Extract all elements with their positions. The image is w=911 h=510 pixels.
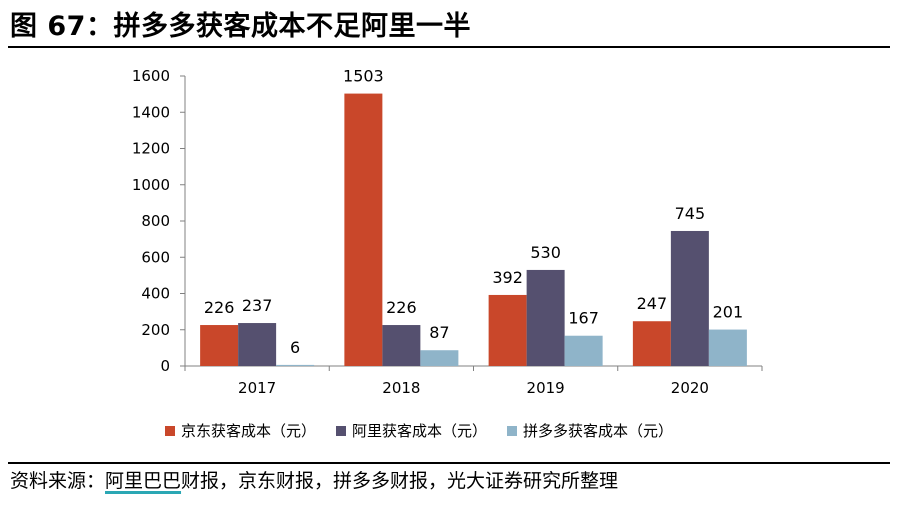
- x-tick-label: 2018: [382, 379, 420, 397]
- data-label: 167: [568, 309, 599, 328]
- y-tick-label: 800: [141, 212, 170, 230]
- y-tick-label: 1600: [132, 67, 170, 85]
- bar: [200, 325, 239, 366]
- data-label: 226: [204, 298, 235, 317]
- bar: [670, 230, 709, 366]
- legend-label-jd: 京东获客成本（元）: [181, 422, 317, 440]
- bar: [382, 325, 421, 366]
- source-rest: 财报，京东财报，拼多多财报，光大证券研究所整理: [181, 470, 619, 492]
- y-tick-label: 1200: [132, 140, 170, 158]
- y-tick-label: 1000: [132, 176, 170, 194]
- data-label: 201: [713, 303, 744, 322]
- bar: [238, 323, 277, 366]
- bar: [344, 93, 383, 367]
- y-tick-label: 0: [160, 357, 170, 375]
- legend-label-alibaba: 阿里获客成本（元）: [352, 422, 488, 440]
- y-tick-label: 400: [141, 285, 170, 303]
- source-link-alibaba[interactable]: 阿里巴巴: [105, 470, 182, 492]
- x-tick-label: 2019: [527, 379, 565, 397]
- chart-legend: 京东获客成本（元） 阿里获客成本（元） 拼多多获客成本（元）: [165, 420, 673, 441]
- data-label: 1503: [343, 67, 384, 86]
- legend-item-jd: 京东获客成本（元）: [165, 420, 316, 441]
- y-tick-label: 600: [141, 248, 170, 266]
- bar: [708, 329, 747, 366]
- source-prefix: 资料来源：: [10, 470, 106, 492]
- bar-chart: 0 200 400 600 800 1000 1200 1400 1600 2017 2018 201…: [132, 67, 763, 397]
- y-tick-label: 200: [141, 321, 170, 339]
- bar: [526, 269, 565, 366]
- bar: [420, 350, 459, 366]
- legend-swatch-jd: [165, 425, 175, 436]
- chart-title: 图 67：拼多多获客成本不足阿里一半: [10, 11, 471, 42]
- data-label: 6: [290, 338, 300, 357]
- y-tick-label: 1400: [132, 103, 170, 121]
- legend-label-pdd: 拼多多获客成本（元）: [523, 422, 674, 440]
- legend-item-alibaba: 阿里获客成本（元）: [336, 420, 487, 441]
- legend-item-pdd: 拼多多获客成本（元）: [507, 420, 673, 441]
- x-tick-label: 2017: [238, 379, 276, 397]
- data-label: 237: [242, 296, 273, 315]
- bar: [488, 294, 527, 366]
- legend-swatch-alibaba: [336, 425, 347, 436]
- data-label: 87: [429, 323, 449, 342]
- data-label: 226: [386, 298, 417, 317]
- data-label: 745: [675, 204, 706, 223]
- data-label: 530: [530, 243, 561, 262]
- bar: [632, 321, 671, 366]
- data-label: 247: [637, 294, 668, 313]
- x-tick-label: 2020: [671, 379, 709, 397]
- legend-swatch-pdd: [507, 425, 518, 436]
- bar: [276, 364, 315, 366]
- bar: [564, 335, 603, 366]
- source-note: 资料来源：阿里巴巴财报，京东财报，拼多多财报，光大证券研究所整理: [10, 466, 618, 493]
- title-divider: [8, 46, 890, 48]
- data-label: 392: [492, 268, 523, 287]
- source-divider: [8, 462, 890, 464]
